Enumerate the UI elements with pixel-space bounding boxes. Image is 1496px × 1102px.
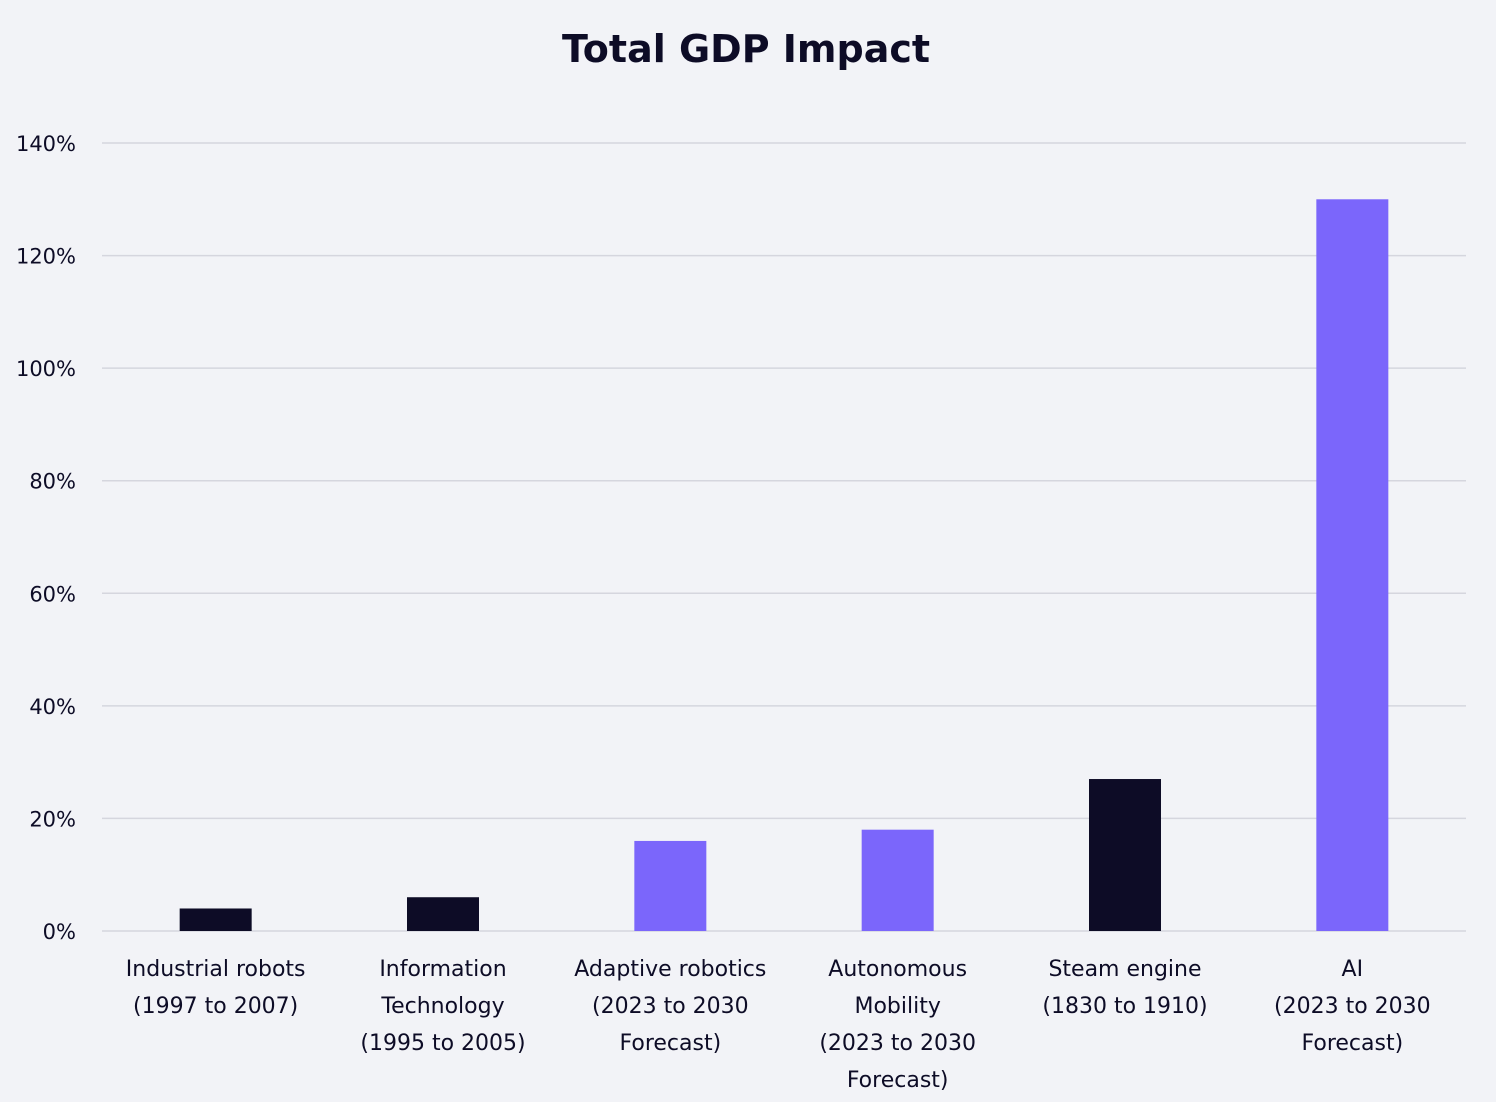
bars [179,199,1389,932]
x-category-label-line: Adaptive robotics [574,957,766,982]
x-category-label: Industrial robots (1997 to 2007) [126,957,306,1019]
x-category-label-line: Information [379,957,506,982]
x-category-label-line: (2023 to 2030 [819,1031,976,1056]
y-tick-label: 40% [29,695,76,719]
x-category-label: AI (2023 to 2030 Forecast) [1274,957,1431,1056]
x-category-label-line: Autonomous [828,957,967,982]
chart-title: Total GDP Impact [562,27,930,71]
x-category-label: Steam engine (1830 to 1910) [1042,957,1207,1019]
y-tick-label: 20% [29,807,76,831]
x-category-label-line: (1995 to 2005) [360,1031,525,1056]
bar [179,908,252,931]
bar [634,840,707,931]
gridlines [102,142,1466,932]
x-category-label-line: Technology [380,994,504,1019]
bar [1316,199,1389,932]
y-tick-label: 0% [43,920,76,944]
x-category-label: Autonomous Mobility (2023 to 2030 Forecast) [819,957,976,1093]
x-category-label-line: Forecast) [619,1031,721,1056]
y-tick-label: 80% [29,470,76,494]
y-tick-label: 100% [16,357,76,381]
x-category-label-line: (2023 to 2030 [592,994,749,1019]
x-category-label-line: Forecast) [847,1068,949,1093]
y-tick-label: 120% [16,245,76,269]
x-category-label-line: (2023 to 2030 [1274,994,1431,1019]
y-tick-label: 60% [29,582,76,606]
y-axis-ticks: 0% 20% 40% 60% 80% 100% 120% 140% [16,132,76,944]
bar [407,897,479,931]
x-category-label-line: (1830 to 1910) [1042,994,1207,1019]
bar [861,829,934,931]
x-category-label-line: Forecast) [1301,1031,1403,1056]
x-category-label-line: Mobility [854,994,940,1019]
bar [1089,779,1161,931]
x-category-label-line: (1997 to 2007) [133,994,298,1019]
x-category-label-line: Industrial robots [126,957,306,982]
x-category-label: Information Technology (1995 to 2005) [360,957,525,1056]
x-category-label: Adaptive robotics (2023 to 2030 Forecast) [574,957,766,1056]
x-axis-labels: Industrial robots (1997 to 2007) Informati… [126,957,1431,1093]
x-category-label-line: Steam engine [1048,957,1201,982]
y-tick-label: 140% [16,132,76,156]
x-category-label-line: AI [1342,957,1364,982]
